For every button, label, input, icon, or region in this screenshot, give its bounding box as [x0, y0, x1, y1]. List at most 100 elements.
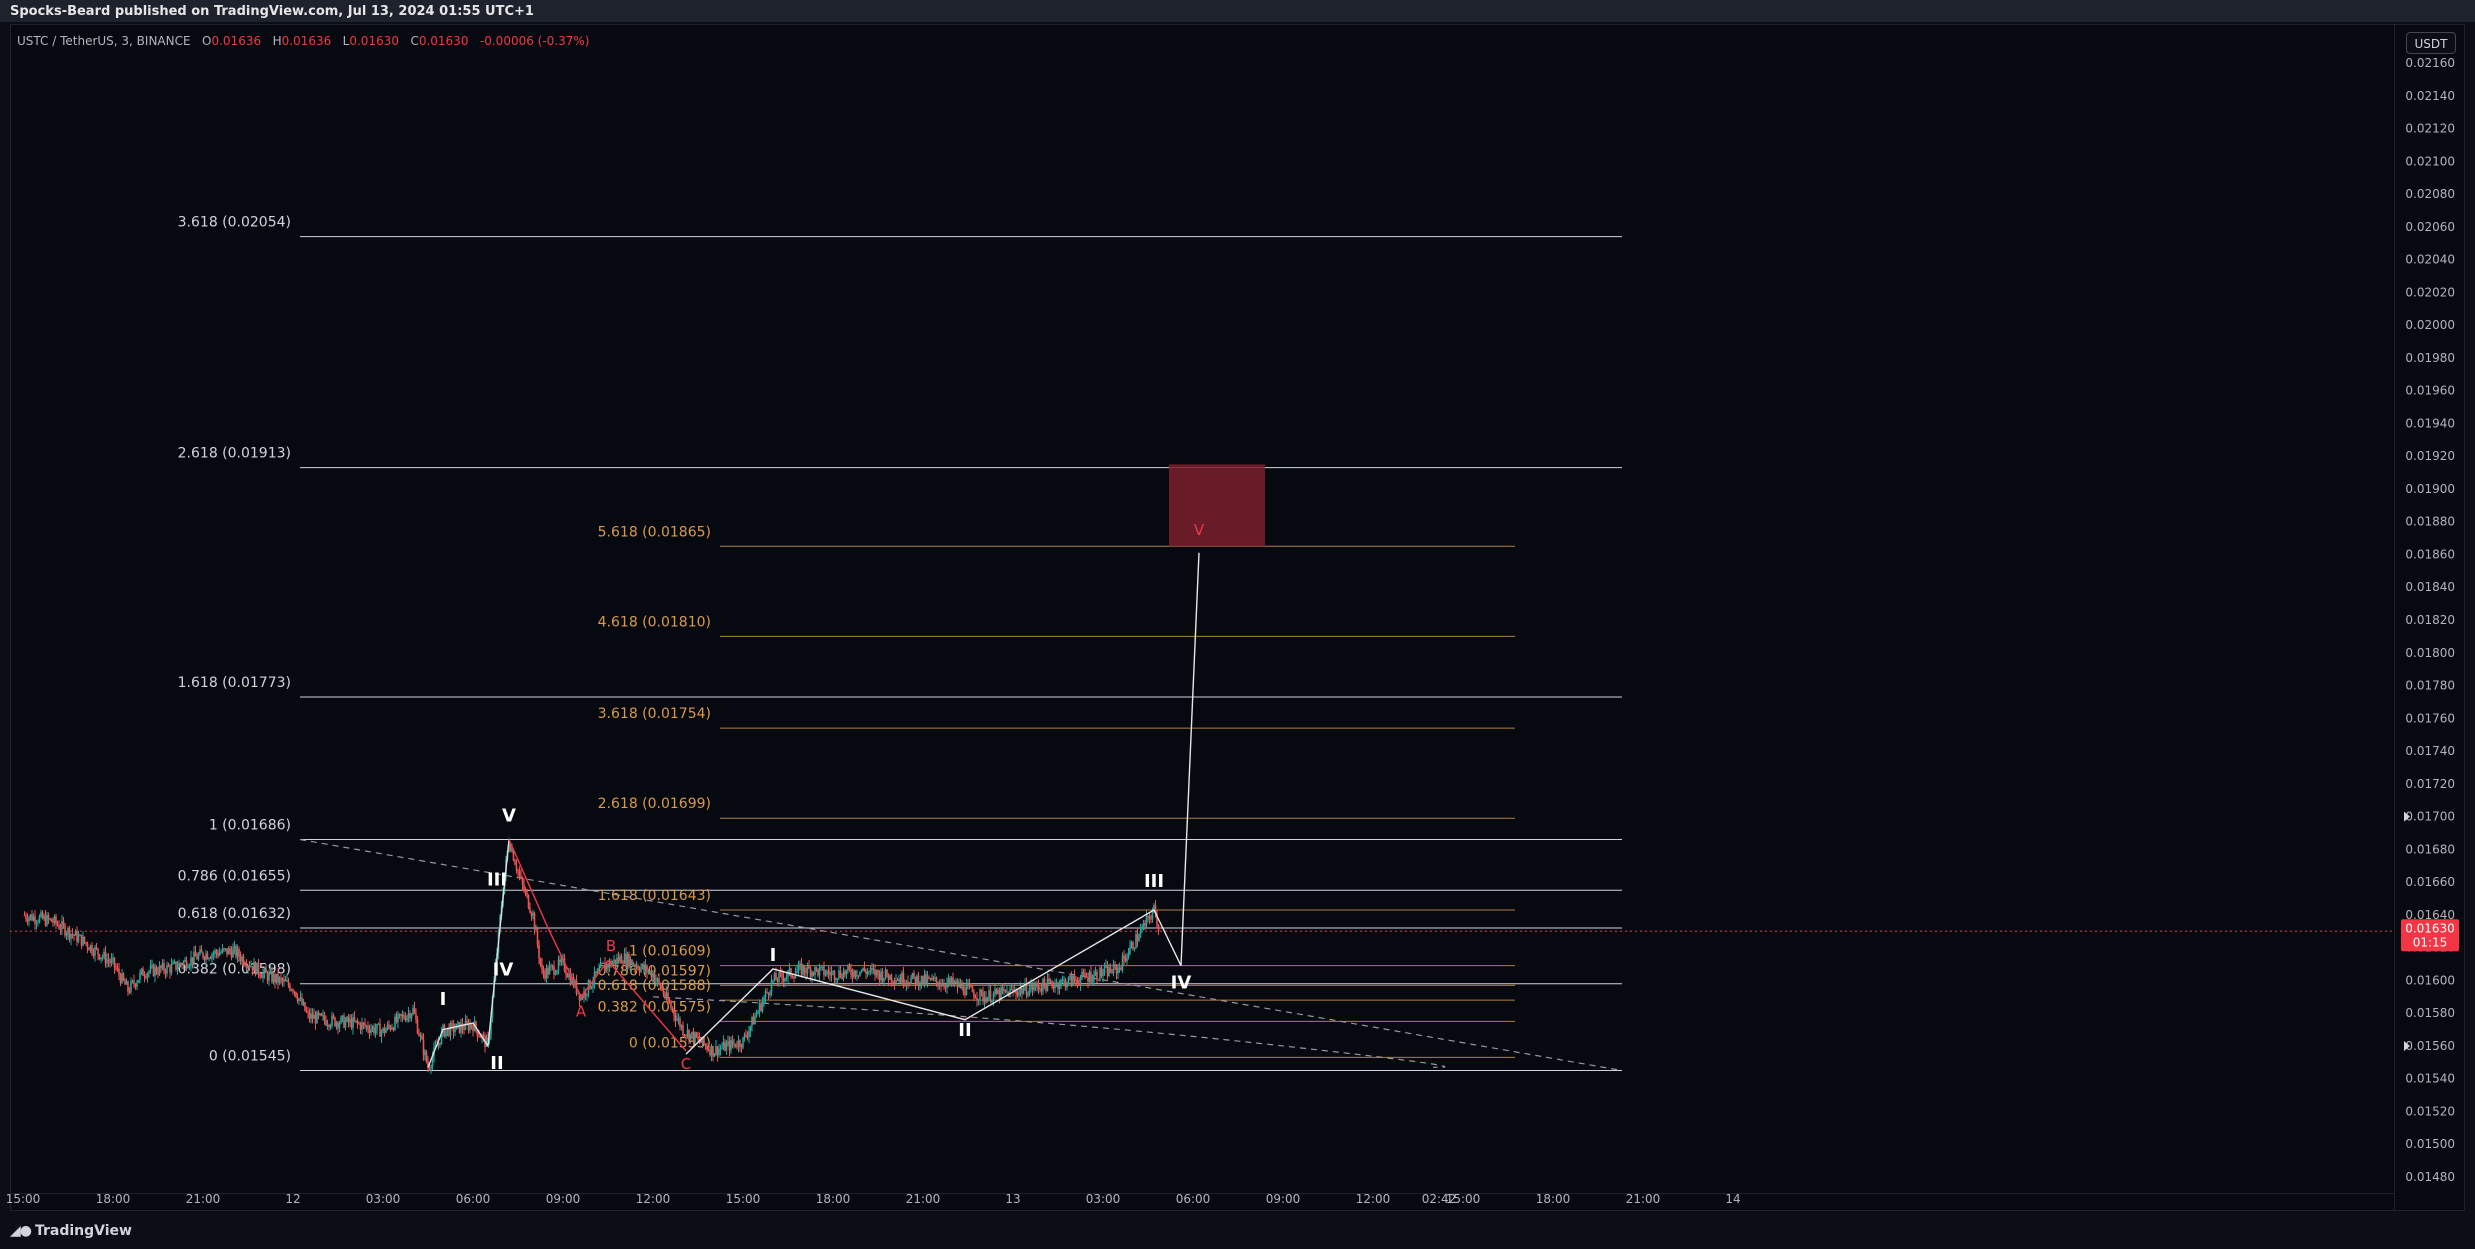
time-tick: 15:00 — [6, 1192, 41, 1206]
candle-body — [791, 976, 794, 978]
candle-body — [116, 968, 119, 970]
candle-body — [59, 928, 62, 930]
price-tick: 0.01660 — [2405, 875, 2455, 889]
wave-path-abc[interactable] — [508, 839, 687, 1052]
candle-body — [1084, 973, 1086, 977]
candle-body — [623, 953, 626, 964]
candle-body — [1030, 984, 1032, 989]
candle-body — [998, 990, 1001, 999]
candle-body — [941, 984, 944, 987]
candle-body — [283, 979, 285, 982]
fib-level-label: 1.618 (0.01773) — [178, 675, 291, 691]
price-tick: 0.01740 — [2405, 744, 2455, 758]
candle-body — [835, 979, 837, 981]
candle-body — [550, 965, 552, 967]
candle-body — [260, 976, 263, 979]
candle-body — [887, 976, 890, 980]
candle-body — [509, 843, 512, 852]
currency-button[interactable]: USDT — [2406, 32, 2456, 54]
candle-body — [329, 1025, 332, 1027]
candle-body — [1085, 976, 1088, 978]
candle-body — [719, 1048, 722, 1050]
candle-body — [772, 979, 774, 981]
candle-body — [50, 918, 53, 922]
tradingview-brand: TradingView — [34, 1223, 132, 1239]
candle-body — [295, 992, 297, 998]
candle-body — [304, 1002, 306, 1011]
candle-body — [37, 922, 39, 924]
price-tick: 0.02140 — [2405, 89, 2455, 103]
candle-body — [994, 988, 996, 994]
candle-body — [863, 967, 866, 971]
candle-body — [935, 977, 938, 982]
wave-label: II — [490, 1053, 503, 1074]
candle-body — [547, 967, 549, 975]
candle-body — [358, 1023, 360, 1025]
candle-body — [785, 976, 788, 979]
candle-body — [686, 1029, 689, 1036]
candle-body — [676, 1019, 678, 1021]
trendline-dashed-lower[interactable] — [652, 996, 1446, 1068]
candle-body — [647, 971, 650, 973]
candle-body — [764, 991, 767, 998]
candle-body — [130, 981, 132, 992]
candle-body — [385, 1029, 387, 1033]
published-by-label: Spocks-Beard published on TradingView.co… — [10, 4, 534, 19]
candle-body — [1114, 964, 1116, 967]
candle-body — [643, 964, 645, 970]
candle-body — [1016, 993, 1019, 996]
wave-label: IV — [493, 959, 514, 980]
tradingview-logo[interactable]: ◢● TradingView — [10, 1223, 132, 1239]
change-value: -0.00006 (-0.37%) — [479, 34, 590, 48]
candle-body — [220, 952, 222, 954]
wave-path-1[interactable] — [427, 839, 510, 1068]
candle-body — [355, 1020, 357, 1022]
candle-body — [614, 959, 617, 965]
wave-path-impulse[interactable] — [685, 552, 1200, 1055]
scroll-arrow-icon[interactable] — [2404, 1040, 2410, 1051]
candle-body — [1021, 988, 1023, 994]
candle-body — [319, 1013, 321, 1016]
candle-body — [271, 970, 273, 983]
candle-body — [605, 964, 608, 970]
candle-body — [517, 870, 519, 872]
candle-body — [934, 977, 936, 979]
candle-body — [914, 976, 917, 984]
candle-body — [736, 1046, 738, 1048]
candle-body — [328, 1025, 330, 1027]
candle-body — [883, 978, 885, 982]
candle-body — [313, 1015, 315, 1019]
candle-body — [593, 971, 596, 983]
candle-body — [922, 975, 924, 984]
candle-body — [187, 967, 189, 969]
candle-body — [1102, 973, 1104, 976]
scroll-arrow-icon[interactable] — [2404, 811, 2410, 822]
candle-body — [286, 980, 288, 982]
fib-level-label: 0.786 (0.01655) — [178, 868, 291, 884]
symbol-name[interactable]: USTC / TetherUS, 3, BINANCE — [17, 34, 191, 48]
candle-body — [394, 1016, 396, 1030]
candle-body — [389, 1026, 392, 1030]
fib-level-label-orange: 1 (0.01609) — [629, 944, 711, 960]
candle-body — [889, 974, 891, 980]
candle-body — [986, 997, 989, 1003]
target-zone-box[interactable] — [1169, 464, 1265, 547]
candle-body — [331, 1015, 333, 1026]
chart-pane[interactable] — [10, 24, 2465, 1211]
candle-body — [362, 1022, 365, 1024]
candle-body — [1141, 927, 1143, 930]
candle-body — [230, 951, 233, 958]
candle-body — [310, 1013, 312, 1019]
candle-body — [530, 912, 533, 916]
candle-body — [134, 984, 137, 987]
candle-body — [1117, 967, 1119, 974]
candle-body — [124, 980, 126, 985]
candle-body — [694, 1032, 696, 1043]
trendline-dashed-upper[interactable] — [299, 838, 1623, 1072]
candle-body — [661, 988, 663, 991]
candle-body — [1057, 982, 1059, 989]
candle-body — [1043, 978, 1046, 985]
candle-body — [566, 974, 569, 978]
candle-body — [1090, 972, 1092, 983]
